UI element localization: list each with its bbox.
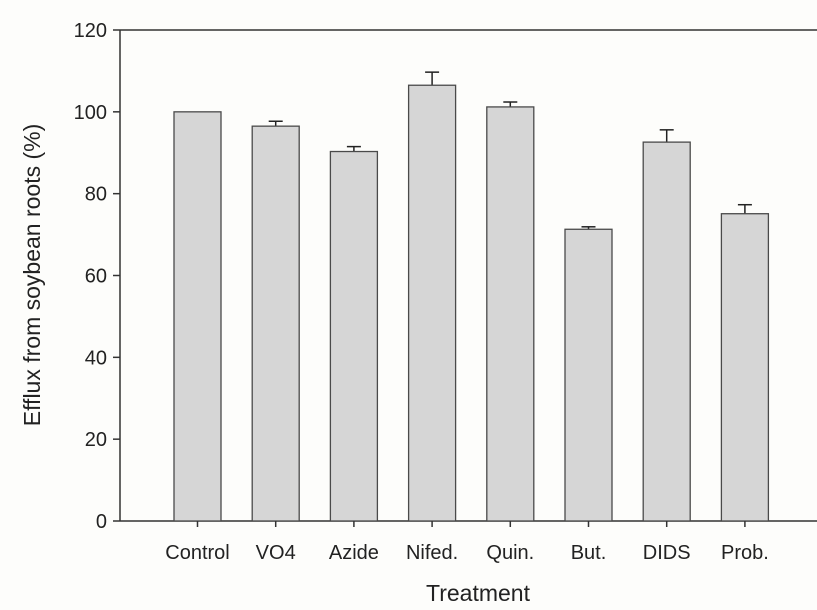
y-axis-title: Efflux from soybean roots (%): [19, 124, 45, 427]
x-tick-label: VO4: [256, 542, 296, 564]
y-tick-label: 20: [85, 429, 107, 451]
bar: [251, 125, 300, 522]
y-tick-label: 80: [85, 184, 107, 206]
y-tick-label: 120: [74, 20, 107, 42]
x-tick-label: Azide: [329, 542, 379, 564]
y-tick-label: 100: [74, 102, 107, 124]
x-tick-label: But.: [571, 542, 607, 564]
x-tick-label: DIDS: [643, 542, 691, 564]
x-axis-title: Treatment: [426, 580, 531, 606]
bar: [642, 141, 691, 522]
bar: [329, 150, 379, 522]
y-tick-label: 60: [85, 266, 107, 288]
bar: [720, 213, 770, 522]
x-tick-label: Prob.: [721, 542, 769, 564]
y-tick-label: 0: [96, 511, 107, 533]
y-tick-label: 40: [85, 347, 107, 369]
bar: [407, 84, 457, 522]
bar: [564, 228, 613, 522]
bar: [486, 106, 535, 522]
x-tick-label: Quin.: [486, 542, 534, 564]
x-tick-label: Control: [165, 542, 229, 564]
plot-area: 0 20 40 60 80 100 120 Control VO4 Azide Nifed. Quin…: [74, 20, 817, 564]
bar: [173, 111, 222, 522]
x-tick-label: Nifed.: [406, 542, 458, 564]
